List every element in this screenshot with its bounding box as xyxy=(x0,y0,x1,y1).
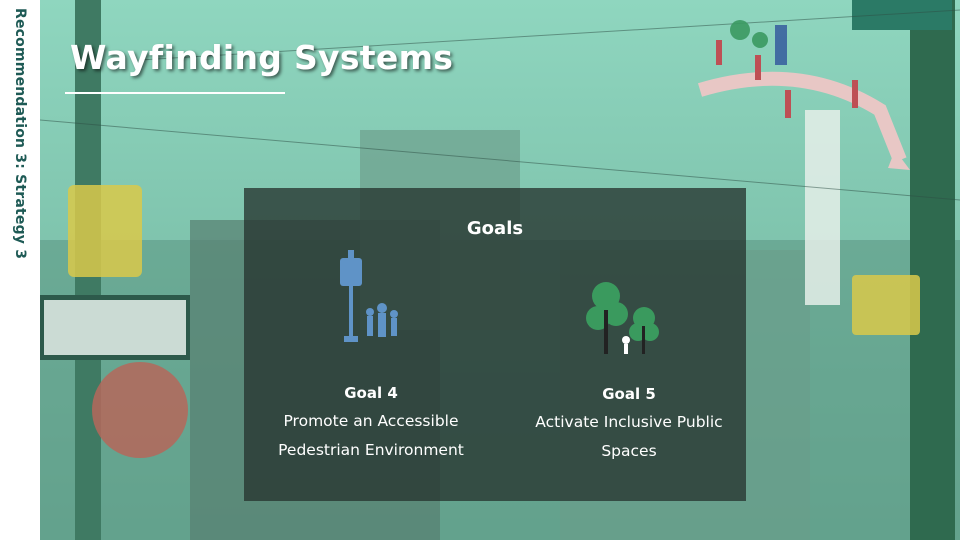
goal-5: Goal 5 Activate Inclusive Public Spaces xyxy=(519,380,739,466)
goal-text: Activate Inclusive Public Spaces xyxy=(535,413,723,460)
title-underline xyxy=(65,92,285,94)
goal-label: Goal 4 xyxy=(344,384,398,402)
goals-panel: Goals Goal 4 Promote an Accessible Pedes… xyxy=(244,188,746,501)
trees-icon xyxy=(586,282,659,354)
sidebar-label: Recommendation 3: Strategy 3 xyxy=(12,8,28,260)
slide-title: Wayfinding Systems xyxy=(70,38,454,77)
wayfinding-icon xyxy=(340,250,398,342)
goal-text: Promote an Accessible Pedestrian Environ… xyxy=(278,412,464,459)
goals-heading: Goals xyxy=(466,218,524,239)
goal-4: Goal 4 Promote an Accessible Pedestrian … xyxy=(261,379,481,465)
sidebar: Recommendation 3: Strategy 3 xyxy=(0,0,40,540)
goal-label: Goal 5 xyxy=(602,385,656,403)
